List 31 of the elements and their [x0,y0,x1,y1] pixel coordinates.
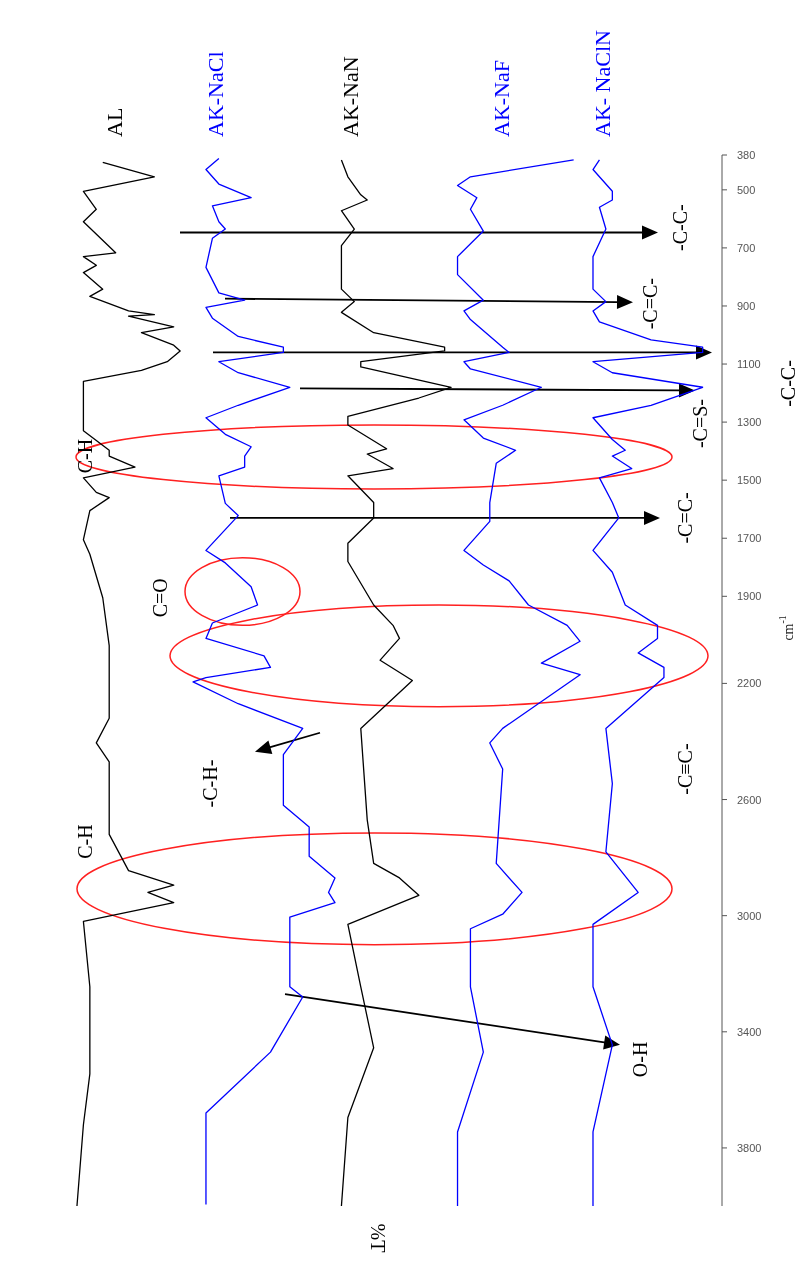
y-tick-label: 3400 [737,1025,762,1038]
y-tick-label: 3800 [737,1141,762,1154]
text: AK- NaClN [589,29,615,137]
text: AK-NaCl [202,51,228,137]
annotation: -C≡C- [674,743,696,795]
text: AK-NaF [488,60,514,137]
y-tick-label: 3000 [737,909,762,922]
annotation: -C=S- [689,399,711,449]
text: AL [101,107,127,137]
y-tick-label: 1700 [737,532,762,545]
y-tick-label: 1300 [737,416,762,429]
annotation: -C=C- [674,492,696,544]
annotation: -C-C- [669,204,691,251]
text: %T [367,1223,389,1253]
y-tick-label: 2200 [737,677,762,690]
annotation: O-H [629,1041,651,1078]
y-tick-label: 700 [737,241,756,254]
y-tick-label: 1900 [737,590,762,603]
text: AK-NaN [338,56,364,137]
y-tick-label: 2600 [737,793,762,806]
y-tick-label: 500 [737,183,756,196]
y-tick-label: 1500 [737,474,762,487]
y-tick-label: 1100 [737,358,761,371]
y-tick-label: 900 [737,299,756,312]
y-tick-label: 380 [737,149,756,161]
annotation: -C=C- [639,278,661,330]
text: -C-C- [777,360,799,407]
annotation: C=O [149,578,171,618]
annotation: C-H [74,824,96,859]
annotation: C-H [74,438,96,474]
annotation: -C-H- [199,759,221,808]
